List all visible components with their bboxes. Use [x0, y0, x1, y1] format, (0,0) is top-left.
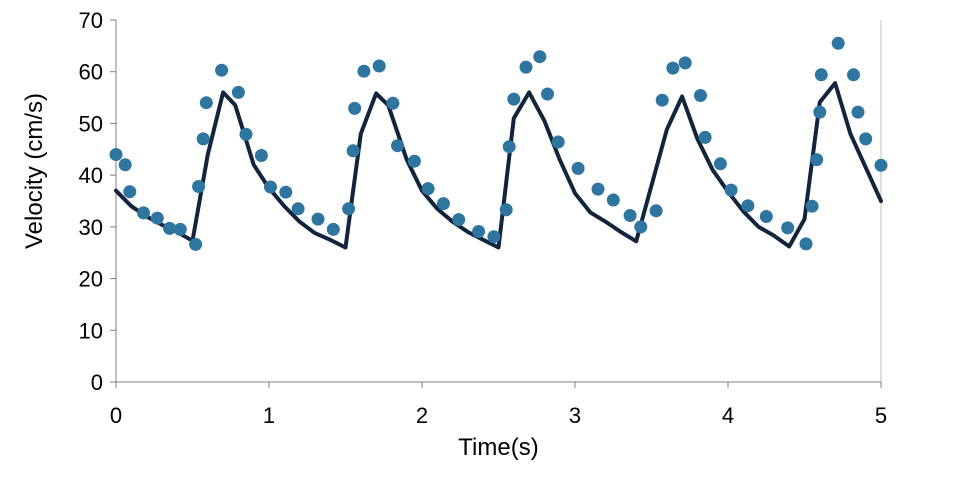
measured-point — [452, 213, 466, 227]
measured-point — [311, 212, 325, 226]
axes: 0 10 20 30 40 50 60 70 0 1 2 3 4 5 — [79, 8, 888, 428]
y-ticks: 0 10 20 30 40 50 60 70 — [79, 8, 116, 395]
measured-point — [781, 221, 795, 235]
measured-point — [189, 237, 203, 251]
measured-point — [326, 222, 340, 236]
y-tick-label: 70 — [79, 8, 103, 33]
x-ticks: 0 1 2 3 4 5 — [110, 382, 887, 428]
measured-point — [759, 210, 773, 223]
measured-point — [386, 96, 400, 110]
measured-point — [173, 222, 187, 236]
measured-point — [606, 193, 620, 207]
x-axis-title: Time(s) — [458, 434, 538, 461]
x-tick-label: 5 — [875, 403, 887, 428]
measured-point — [713, 157, 727, 171]
measured-point — [623, 209, 637, 222]
measured-point — [436, 197, 450, 211]
measured-point — [342, 202, 356, 216]
measured-point — [831, 36, 845, 50]
measured-point — [118, 158, 132, 172]
measured-point — [649, 204, 663, 218]
measured-point — [196, 132, 210, 146]
measured-scatter-series — [109, 36, 888, 251]
measured-point — [678, 56, 692, 70]
measured-point — [551, 135, 565, 149]
y-tick-label: 40 — [79, 163, 103, 188]
measured-point — [499, 203, 513, 217]
measured-point — [502, 140, 516, 154]
measured-point — [372, 59, 386, 73]
measured-point — [741, 199, 755, 213]
measured-point — [859, 132, 873, 146]
measured-point — [472, 225, 486, 238]
measured-point — [810, 153, 824, 167]
measured-point — [279, 185, 293, 199]
model-line-series — [114, 81, 883, 250]
y-tick-label: 0 — [91, 370, 103, 395]
measured-point — [407, 154, 421, 168]
measured-point — [199, 96, 213, 110]
measured-point — [851, 105, 865, 119]
measured-point — [239, 127, 253, 141]
measured-point — [391, 139, 404, 153]
measured-point — [694, 89, 707, 102]
measured-point — [357, 64, 371, 78]
measured-point — [874, 158, 888, 172]
x-tick-label: 3 — [569, 403, 581, 428]
measured-point — [215, 63, 229, 77]
measured-point — [634, 220, 648, 234]
measured-point — [814, 68, 828, 82]
measured-point — [847, 68, 860, 82]
measured-point — [655, 93, 669, 107]
y-tick-label: 50 — [79, 111, 103, 136]
measured-point — [291, 202, 305, 216]
y-tick-label: 10 — [79, 318, 103, 343]
model-series-line — [114, 81, 883, 250]
measured-point — [348, 101, 362, 115]
x-tick-label: 4 — [722, 403, 734, 428]
measured-point — [163, 221, 177, 235]
x-tick-label: 1 — [263, 403, 275, 428]
measured-point — [666, 61, 680, 75]
measured-point — [571, 161, 585, 175]
measured-point — [421, 182, 435, 196]
measured-point — [541, 87, 554, 101]
measured-point — [192, 180, 206, 193]
x-tick-label: 0 — [110, 403, 122, 428]
measured-point — [487, 230, 501, 244]
measured-point — [137, 206, 150, 220]
y-tick-label: 60 — [79, 60, 103, 85]
measured-point — [805, 199, 819, 213]
measured-point — [264, 180, 277, 194]
measured-point — [254, 149, 268, 162]
measured-point — [507, 92, 521, 106]
measured-point — [698, 130, 712, 144]
measured-point — [533, 50, 547, 64]
y-tick-label: 20 — [79, 267, 103, 292]
measured-point — [150, 211, 164, 225]
measured-point — [346, 144, 360, 158]
measured-point — [591, 182, 605, 196]
measured-point — [123, 185, 137, 199]
y-tick-label: 30 — [79, 215, 103, 240]
y-axis-title: Velocity (cm/s) — [21, 93, 48, 249]
x-tick-label: 2 — [416, 403, 428, 428]
measured-point — [724, 183, 738, 197]
measured-point — [799, 237, 813, 251]
measured-point — [109, 148, 123, 161]
measured-point — [231, 85, 245, 99]
measured-point — [519, 60, 533, 74]
measured-point — [813, 105, 827, 119]
